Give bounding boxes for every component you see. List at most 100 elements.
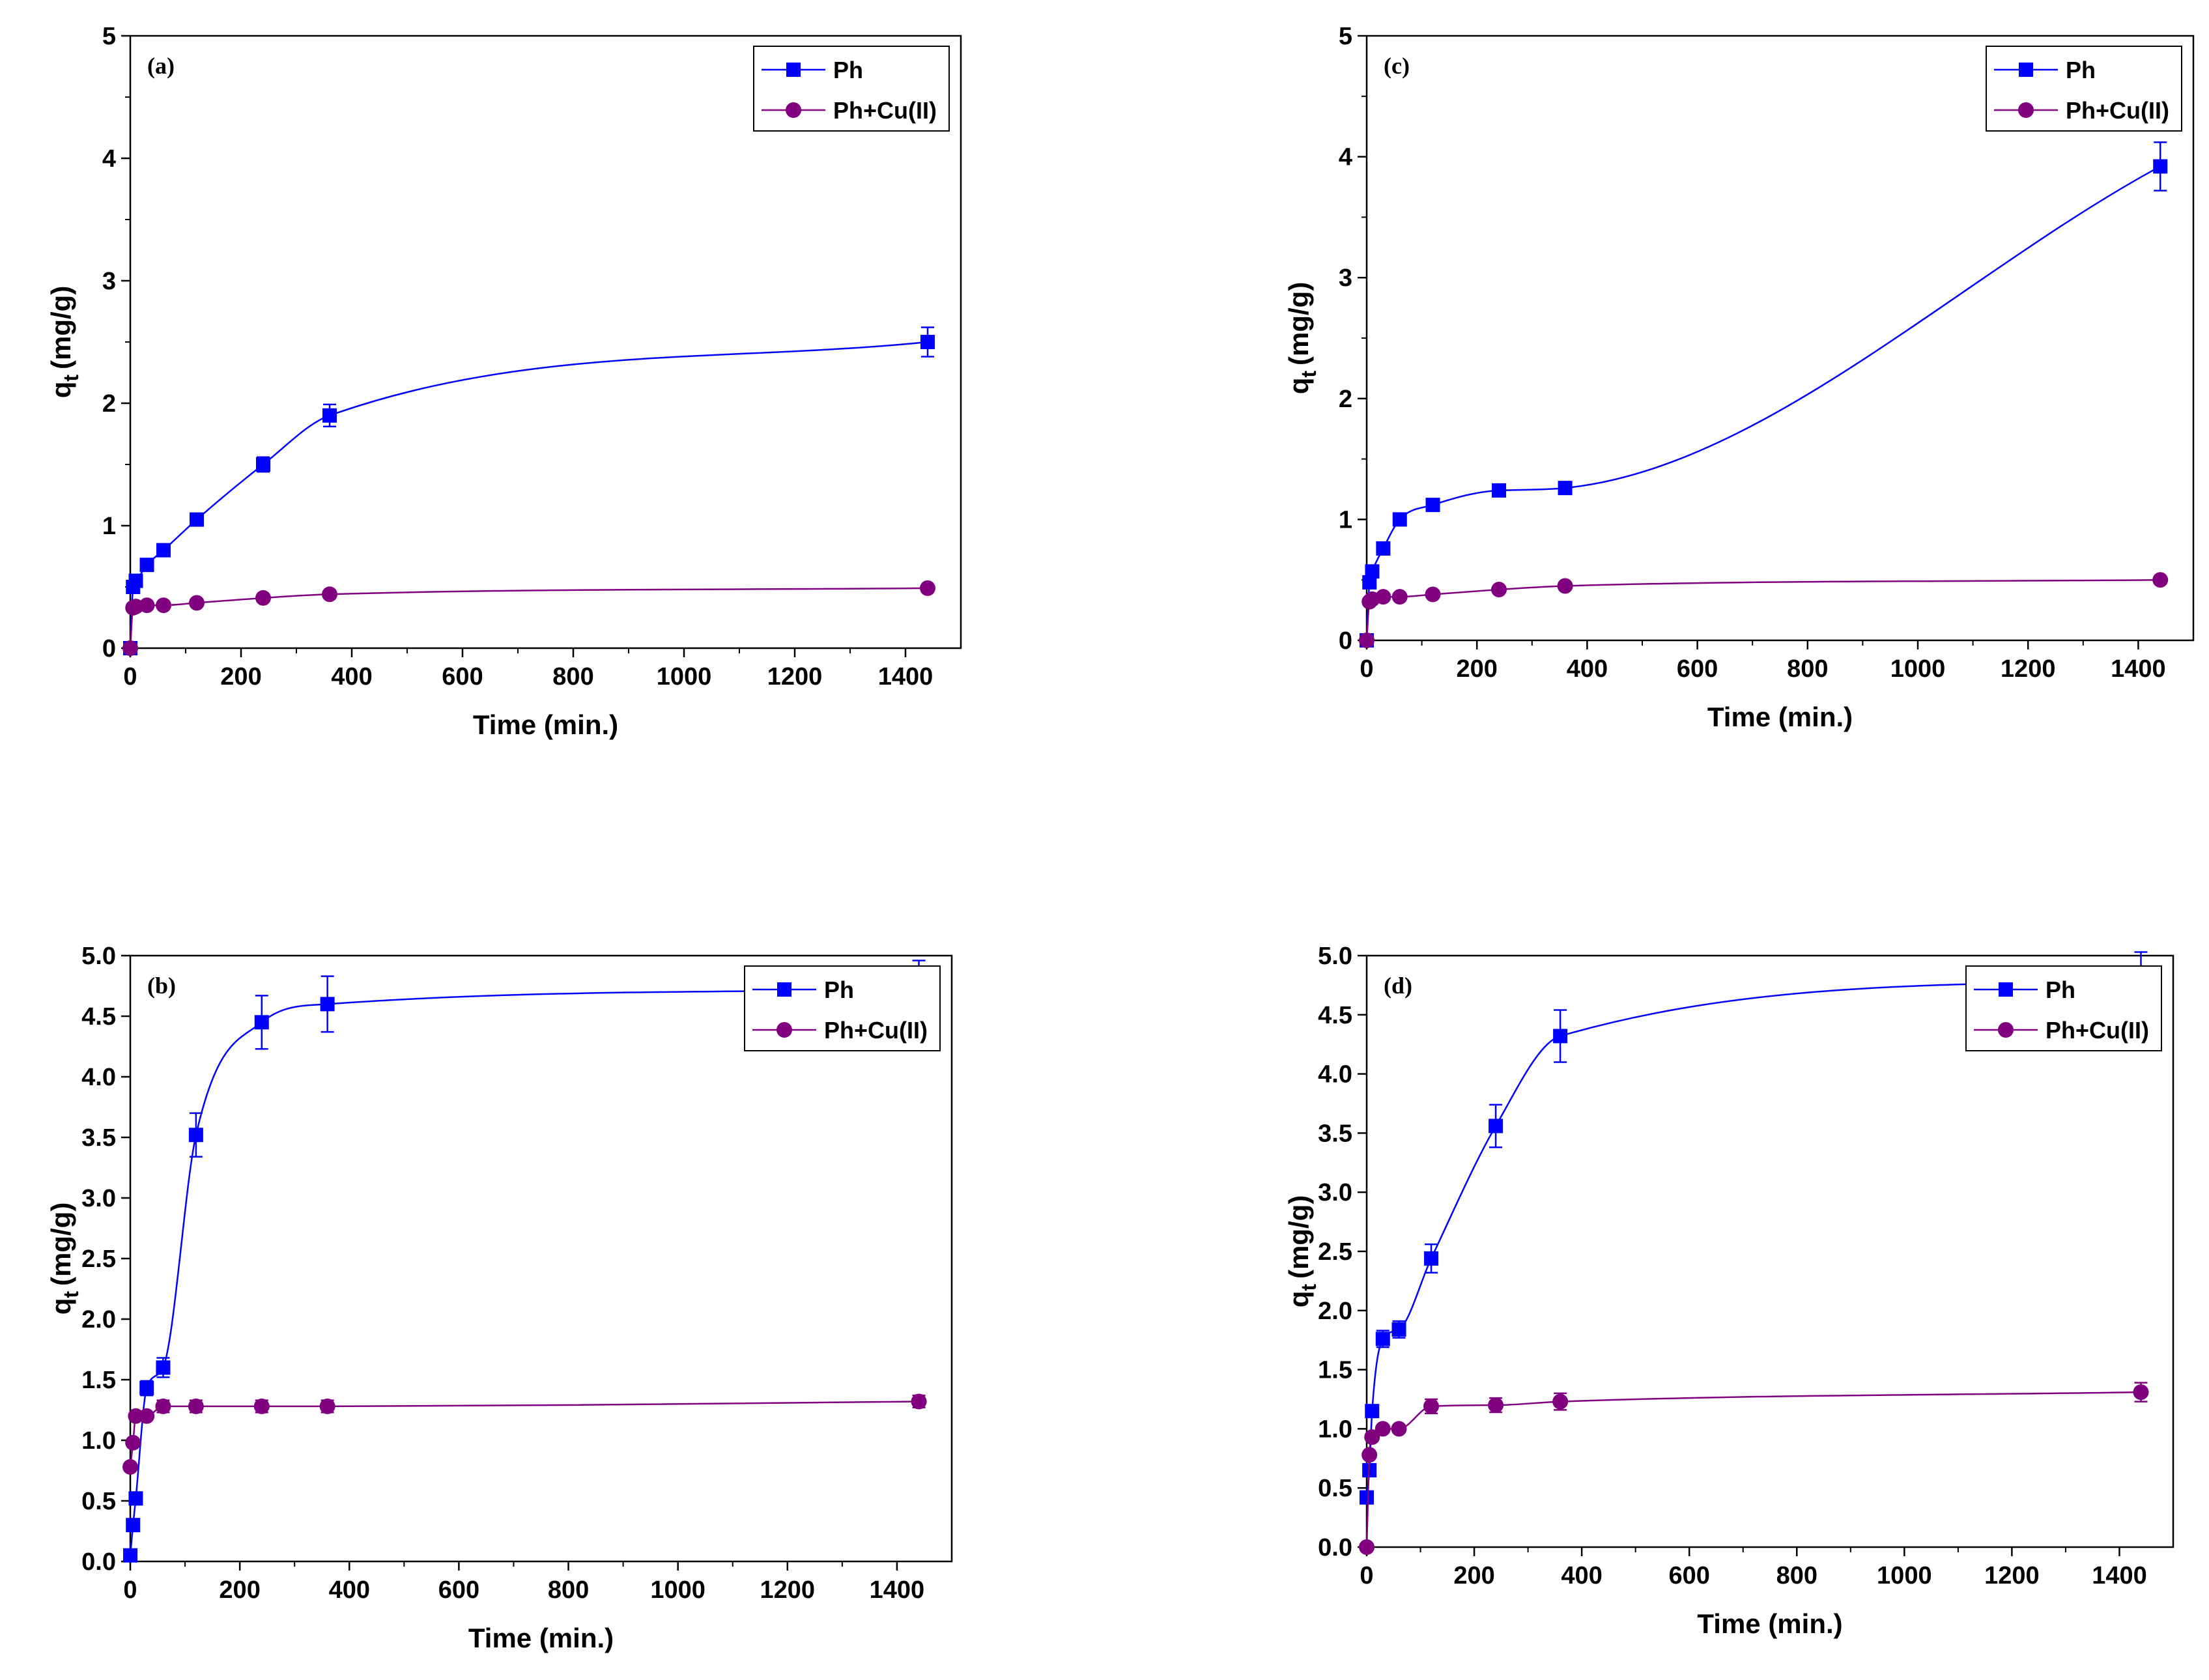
data-point: [1359, 633, 1375, 648]
y-tick-label: 0.0: [1318, 1534, 1352, 1561]
y-tick-label: 2: [102, 390, 116, 418]
data-point: [2133, 1384, 2149, 1401]
y-tick-label: 1.0: [1318, 1416, 1352, 1443]
data-point: [155, 1398, 171, 1414]
x-tick-label: 1200: [760, 1576, 816, 1604]
y-tick-label: 0.5: [1318, 1475, 1352, 1502]
x-tick-label: 600: [438, 1576, 479, 1604]
legend-label: Ph+Cu(II): [2066, 97, 2169, 124]
series-Ph: [123, 326, 935, 655]
data-point: [189, 595, 205, 611]
y-tick-label: 3.0: [81, 1185, 116, 1212]
series-line: [129, 988, 919, 1556]
y-tick-label: 1: [102, 513, 116, 540]
y-tick-label: 1.0: [81, 1427, 116, 1455]
y-tick-label: 5.0: [81, 943, 116, 970]
x-tick-label: 0: [123, 1576, 137, 1604]
panel-label: (d): [1384, 973, 1412, 999]
y-tick-label: 4.5: [81, 1003, 116, 1031]
data-point: [253, 1398, 270, 1414]
y-tick-label: 0: [102, 635, 116, 662]
y-tick-label: 0.5: [81, 1488, 116, 1515]
data-point: [156, 543, 171, 558]
y-axis-title-q: q: [46, 382, 76, 399]
series-Ph+Cu(II): [1359, 1382, 2149, 1555]
panel-label: (a): [147, 53, 175, 79]
x-tick-label: 1200: [2001, 655, 2056, 683]
data-point: [322, 408, 337, 423]
series-line: [1365, 1391, 2141, 1548]
chart-panel-3: 0 200 400 600 800 1000 1200 1400 0.0 0.5 1.0 1.5 2.0…: [1283, 943, 2174, 1639]
data-point: [139, 1381, 154, 1396]
chart-panel-0: 0 200 400 600 800 1000 1200 1400 0 1 2 3 4 5 Time (min…: [46, 23, 962, 740]
data-point: [1488, 1397, 1504, 1414]
x-tick-label: 1400: [870, 1576, 925, 1604]
data-point: [188, 1128, 203, 1143]
data-point: [255, 590, 271, 606]
data-point: [322, 586, 337, 603]
x-tick-label: 1000: [1890, 655, 1946, 683]
data-point: [128, 1408, 144, 1424]
y-tick-label: 3.5: [81, 1124, 116, 1152]
data-point: [1375, 1421, 1391, 1437]
legend: Ph Ph+Cu(II): [753, 46, 950, 132]
data-point: [1365, 564, 1380, 579]
y-tick-label: 1.5: [81, 1367, 116, 1394]
legend-label: Ph: [824, 976, 854, 1003]
series-line: [129, 341, 928, 649]
series-Ph+Cu(II): [122, 580, 935, 656]
y-tick-label: 2.5: [1318, 1238, 1352, 1266]
x-tick-label: 1200: [767, 663, 823, 691]
data-point: [1360, 1490, 1374, 1505]
data-point: [139, 597, 155, 614]
data-point: [1557, 578, 1573, 594]
x-tick-label: 200: [220, 663, 261, 691]
series-line: [1365, 165, 2161, 641]
y-tick-label: 5: [1339, 23, 1352, 50]
data-point: [1553, 1029, 1568, 1044]
y-tick-label: 4.0: [81, 1064, 116, 1091]
legend-marker: [786, 63, 801, 77]
y-tick-label: 1.5: [1318, 1357, 1352, 1384]
x-tick-label: 200: [219, 1576, 260, 1604]
data-point: [1558, 481, 1573, 496]
series-Ph+Cu(II): [1359, 572, 2169, 648]
data-point: [1492, 483, 1507, 498]
legend-box: [744, 965, 941, 1051]
data-point: [1375, 1331, 1390, 1346]
data-point: [123, 1548, 137, 1563]
y-axis-title-subscript: t: [1297, 1284, 1320, 1291]
panel-label: (b): [147, 973, 176, 999]
y-axis-title-subscript: t: [59, 375, 83, 382]
y-axis-title-q: q: [1283, 378, 1314, 395]
y-axis-title: qt (mg/g): [1283, 282, 1320, 395]
data-point: [128, 573, 143, 588]
data-point: [911, 1393, 927, 1410]
data-point: [122, 640, 138, 656]
x-axis-title: Time (min.): [1697, 1608, 1842, 1639]
series-line: [129, 587, 928, 649]
y-tick-label: 2.0: [81, 1306, 116, 1333]
data-point: [1489, 1118, 1504, 1133]
x-axis-title: Time (min.): [1707, 702, 1853, 732]
series-line: [1365, 578, 2161, 641]
panel-label: (c): [1384, 53, 1410, 79]
x-tick-label: 1400: [2092, 1562, 2147, 1589]
y-tick-label: 4: [102, 145, 116, 173]
series-line: [1365, 978, 2141, 1498]
data-point: [254, 1015, 269, 1030]
data-point: [125, 1434, 141, 1451]
y-tick-label: 5: [102, 23, 116, 50]
x-tick-label: 0: [123, 663, 137, 691]
x-tick-label: 600: [1677, 655, 1718, 683]
y-axis-title-subscript: t: [1297, 371, 1320, 378]
y-tick-label: 2.5: [81, 1246, 116, 1273]
legend-marker: [777, 1022, 792, 1038]
y-tick-label: 4.5: [1318, 1002, 1352, 1029]
x-tick-label: 400: [329, 1576, 370, 1604]
y-axis-title-unit: (mg/g): [46, 1203, 76, 1286]
data-point: [320, 997, 335, 1012]
x-tick-label: 1400: [878, 663, 933, 691]
x-tick-label: 0: [1360, 655, 1373, 683]
data-point: [1391, 1421, 1407, 1437]
